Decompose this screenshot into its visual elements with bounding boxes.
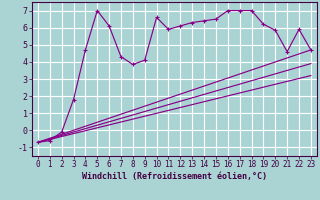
X-axis label: Windchill (Refroidissement éolien,°C): Windchill (Refroidissement éolien,°C) — [82, 172, 267, 181]
